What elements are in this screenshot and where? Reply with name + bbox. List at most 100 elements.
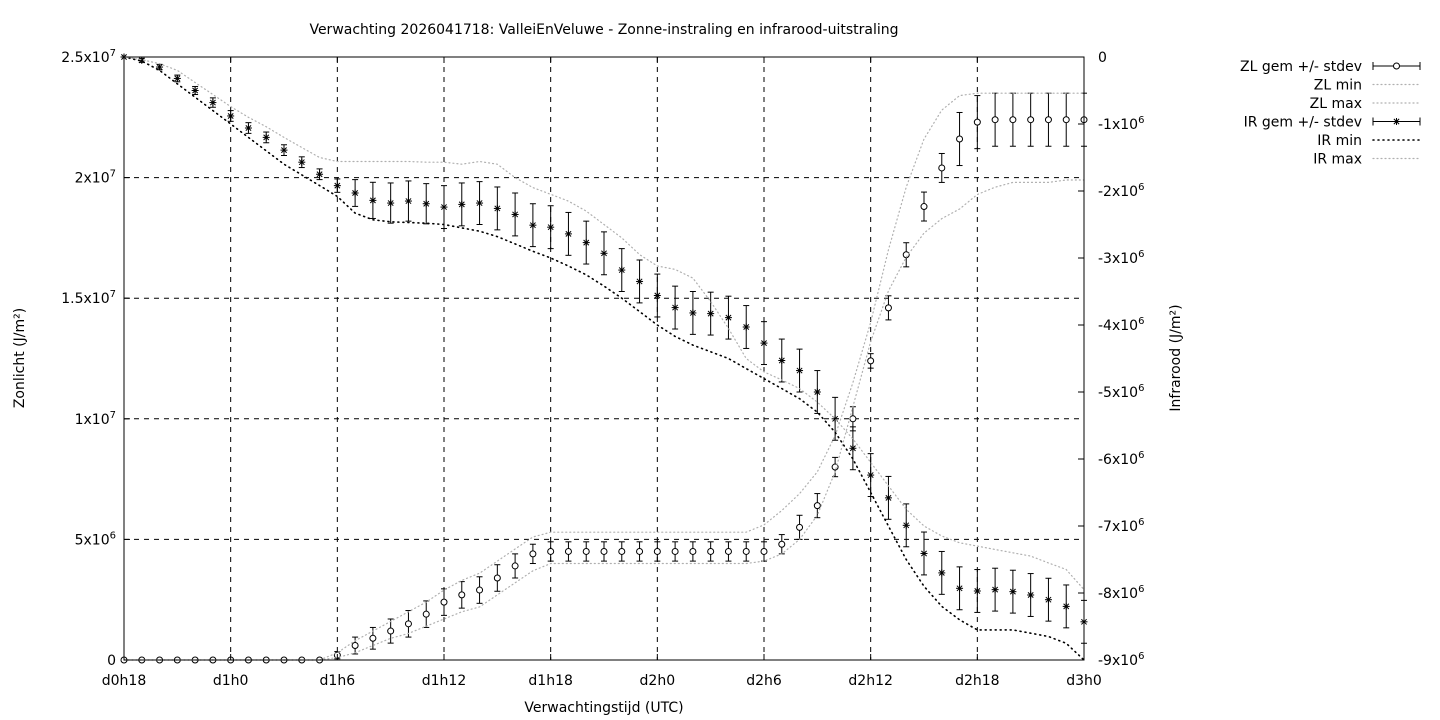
y-tick-label: 1x107 xyxy=(75,410,116,428)
series-layer xyxy=(120,53,1088,664)
data-point xyxy=(813,388,821,396)
y2-tick-label: -2x106 xyxy=(1098,182,1144,200)
data-point xyxy=(1044,116,1052,124)
data-point xyxy=(173,74,181,82)
data-point xyxy=(547,223,555,231)
data-point xyxy=(867,357,875,365)
data-point xyxy=(813,502,821,510)
legend-item: IR gem +/- stdev xyxy=(1244,115,1421,131)
y-tick-label: 2.5x107 xyxy=(61,48,116,66)
x-tick-label: d2h12 xyxy=(848,673,892,689)
data-point xyxy=(991,586,999,594)
data-point xyxy=(404,620,412,628)
data-point xyxy=(724,547,732,555)
y-tick-label: 0 xyxy=(107,653,116,669)
y2-tick-label: -8x106 xyxy=(1098,584,1144,602)
series-ir-max xyxy=(123,56,1085,591)
data-point xyxy=(280,146,288,154)
x-tick-label: d2h18 xyxy=(955,673,999,689)
legend-label: ZL max xyxy=(1310,96,1362,112)
data-point xyxy=(778,540,786,548)
data-point xyxy=(1062,116,1070,124)
data-point xyxy=(1062,602,1070,610)
legend-label: IR max xyxy=(1313,152,1362,168)
data-point xyxy=(973,118,981,126)
data-point xyxy=(920,203,928,211)
data-point xyxy=(742,547,750,555)
data-point xyxy=(1027,591,1035,599)
data-point xyxy=(938,569,946,577)
y2-axis-label: Infrarood (J/m²) xyxy=(1168,304,1184,411)
legend-item: ZL max xyxy=(1310,96,1421,112)
y2-tick-label: 0 xyxy=(1098,50,1107,66)
series-zl-gem-stdev xyxy=(120,92,1088,664)
data-point xyxy=(422,200,430,208)
data-point xyxy=(742,323,750,331)
data-point xyxy=(547,547,555,555)
data-point xyxy=(529,550,537,558)
series-line xyxy=(123,56,1085,661)
y2-tick-label: -1x106 xyxy=(1098,115,1144,133)
legend-label: ZL min xyxy=(1314,78,1362,94)
x-axis-label: Verwachtingstijd (UTC) xyxy=(524,700,683,716)
legend: ZL gem +/- stdev ZL min ZL max IR gem +/- s… xyxy=(1240,59,1421,168)
data-point xyxy=(902,251,910,259)
data-point xyxy=(902,521,910,529)
x-tick-label: d2h0 xyxy=(640,673,676,689)
data-point xyxy=(1027,116,1035,124)
data-point xyxy=(458,591,466,599)
y-tick-label: 5x106 xyxy=(75,530,116,548)
data-point xyxy=(227,112,235,120)
data-point xyxy=(618,547,626,555)
data-point xyxy=(476,586,484,594)
legend-marker xyxy=(1393,118,1400,125)
y-tick-label: 1.5x107 xyxy=(61,289,116,307)
y2-tick-label: -6x106 xyxy=(1098,450,1144,468)
data-point xyxy=(244,124,252,132)
legend-label: ZL gem +/- stdev xyxy=(1240,59,1362,75)
data-point xyxy=(671,547,679,555)
data-point xyxy=(778,357,786,365)
data-point xyxy=(191,87,199,94)
data-point xyxy=(369,196,377,204)
x-tick-label: d1h0 xyxy=(213,673,249,689)
data-point xyxy=(973,587,981,595)
chart-title: Verwachting 2026041718: ValleiEnVeluwe -… xyxy=(309,22,898,38)
data-point xyxy=(298,158,306,166)
data-point xyxy=(653,547,661,555)
y2-tick-label: -9x106 xyxy=(1098,651,1144,669)
data-point xyxy=(1009,588,1017,596)
x-tick-label: d1h6 xyxy=(320,673,356,689)
series-line xyxy=(123,56,1085,591)
ticks: d0h18 d1h0 d1h6 d1h12 d1h18 d2h0 d2h6 d2h12 d2h1… xyxy=(61,48,1144,689)
data-point xyxy=(884,494,892,502)
data-point xyxy=(636,547,644,555)
data-point xyxy=(636,277,644,285)
data-point xyxy=(707,547,715,555)
data-point xyxy=(760,339,768,347)
x-tick-label: d1h12 xyxy=(422,673,466,689)
y2-tick-label: -7x106 xyxy=(1098,517,1144,535)
data-point xyxy=(600,547,608,555)
data-point xyxy=(618,266,626,274)
data-point xyxy=(1044,596,1052,604)
data-point xyxy=(849,444,857,452)
x-tick-label: d1h18 xyxy=(528,673,572,689)
y2-tick-label: -5x106 xyxy=(1098,383,1144,401)
data-point xyxy=(849,415,857,423)
data-point xyxy=(938,164,946,172)
data-point xyxy=(920,549,928,557)
data-point xyxy=(564,547,572,555)
legend-label: IR min xyxy=(1317,133,1362,149)
y-tick-label: 2x107 xyxy=(75,169,116,187)
data-point xyxy=(351,189,359,197)
plot-border xyxy=(123,56,1085,661)
data-point xyxy=(156,63,164,71)
data-point xyxy=(956,584,964,592)
data-point xyxy=(458,200,466,208)
x-tick-label: d2h6 xyxy=(746,673,782,689)
data-point xyxy=(582,239,590,247)
data-point xyxy=(724,314,732,322)
data-point xyxy=(529,221,537,229)
